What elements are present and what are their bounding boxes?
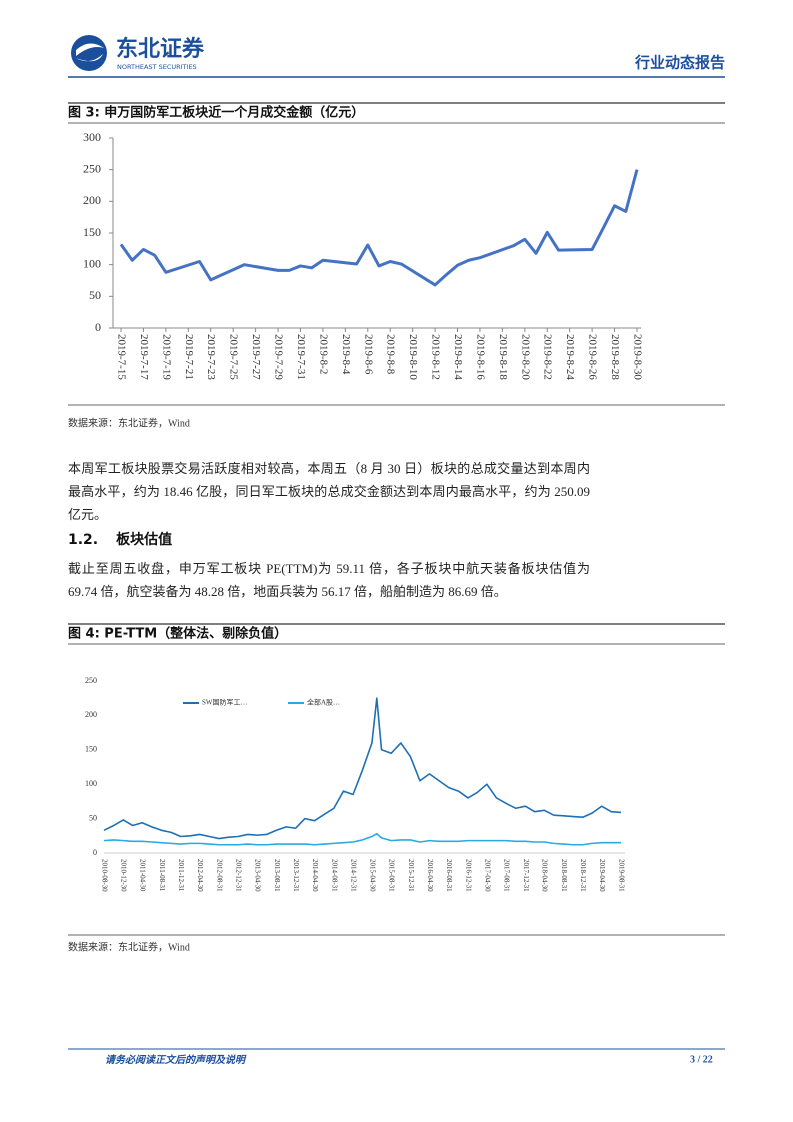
x-tick-label: 2014-04-30 — [311, 859, 319, 892]
x-tick-label: 2019-08-31 — [617, 859, 625, 892]
x-tick-label: 2012-12-31 — [235, 859, 243, 892]
x-tick-label: 2019-7-21 — [183, 334, 195, 380]
legend-label: SW国防军工… — [202, 698, 248, 707]
brand: 东北证券 — [116, 36, 205, 62]
x-tick-label: 2019-8-14 — [452, 334, 464, 380]
x-tick-label: 2019-8-26 — [587, 334, 599, 380]
section-number: 1.2. — [68, 532, 99, 548]
x-tick-label: 2013-04-30 — [254, 859, 262, 892]
x-tick-label: 2019-8-22 — [542, 334, 554, 380]
paragraph: 截止至周五收盘，申万军工板块 PE(TTM)为 59.11 倍，各子板块中航天装… — [68, 561, 590, 599]
x-tick-label: 2018-04-30 — [541, 859, 549, 892]
figure-source: 数据来源：东北证券，Wind — [68, 940, 190, 953]
y-tick-label: 50 — [89, 288, 101, 302]
x-tick-label: 2018-12-31 — [579, 859, 587, 892]
x-tick-label: 2016-12-31 — [464, 859, 472, 892]
y-tick-label: 50 — [89, 813, 97, 822]
x-tick-label: 2019-8-8 — [385, 334, 397, 375]
x-tick-label: 2019-8-6 — [362, 334, 374, 375]
x-tick-label: 2019-7-17 — [138, 334, 150, 380]
x-tick-label: 2014-08-31 — [330, 859, 338, 892]
page-number: 3 / 22 — [690, 1054, 713, 1065]
x-tick-label: 2011-12-31 — [177, 859, 185, 892]
figure-title: 图 3: 申万国防军工板块近一个月成交金额（亿元） — [68, 105, 364, 121]
section-title: 板块估值 — [116, 532, 173, 548]
x-tick-label: 2019-8-10 — [407, 334, 419, 380]
x-tick-label: 2019-8-20 — [519, 334, 531, 380]
x-tick-label: 2010-08-30 — [100, 859, 108, 892]
x-tick-label: 2018-08-31 — [560, 859, 568, 892]
x-tick-label: 2013-08-31 — [273, 859, 281, 892]
x-tick-label: 2019-8-18 — [497, 334, 509, 380]
report-type: 行业动态报告 — [634, 54, 725, 72]
x-tick-label: 2019-7-19 — [160, 334, 172, 380]
x-tick-label: 2019-8-16 — [474, 334, 486, 380]
y-tick-label: 250 — [83, 161, 101, 175]
x-tick-label: 2019-7-27 — [250, 334, 262, 380]
brand-en: NORTHEAST SECURITIES — [117, 63, 197, 71]
x-tick-label: 2019-7-23 — [205, 334, 217, 380]
x-tick-label: 2019-04-30 — [598, 859, 606, 892]
x-tick-label: 2014-12-31 — [349, 859, 357, 892]
x-tick-label: 2019-7-29 — [273, 334, 285, 380]
x-tick-label: 2016-08-31 — [445, 859, 453, 892]
series-line — [103, 832, 621, 846]
legend-label: 全部A股… — [307, 698, 340, 707]
x-tick-label: 2017-04-30 — [483, 859, 491, 892]
x-tick-label: 2019-8-2 — [317, 334, 329, 374]
y-tick-label: 200 — [83, 193, 101, 207]
series-line — [119, 169, 639, 287]
x-tick-label: 2019-7-15 — [115, 334, 127, 380]
y-tick-label: 100 — [83, 256, 101, 270]
logo — [71, 35, 107, 71]
y-tick-label: 150 — [83, 225, 101, 239]
x-tick-label: 2019-8-30 — [631, 334, 643, 380]
footer-notice: 请务必阅读正文后的声明及说明 — [105, 1054, 247, 1066]
y-tick-label: 0 — [95, 320, 101, 334]
x-tick-label: 2019-8-24 — [564, 334, 576, 380]
x-tick-label: 2019-7-25 — [228, 334, 240, 380]
section-heading: 1.2. 板块估值 — [68, 529, 172, 549]
x-tick-label: 2015-12-31 — [407, 859, 415, 892]
x-tick-label: 2012-08-31 — [215, 859, 223, 892]
y-tick-label: 0 — [93, 848, 97, 857]
x-tick-label: 2017-08-31 — [503, 859, 511, 892]
x-tick-label: 2019-8-12 — [430, 334, 442, 380]
figure-title: 图 4: PE-TTM（整体法、剔除负值） — [68, 626, 287, 642]
y-tick-label: 200 — [85, 710, 97, 719]
x-tick-label: 2010-12-30 — [120, 859, 128, 892]
series-line — [103, 697, 622, 840]
x-tick-label: 2019-8-4 — [340, 334, 352, 375]
x-tick-label: 2015-04-30 — [368, 859, 376, 892]
x-tick-label: 2019-7-31 — [295, 334, 307, 380]
x-tick-label: 2011-08-31 — [158, 859, 166, 892]
x-tick-label: 2016-04-30 — [426, 859, 434, 892]
y-tick-label: 250 — [85, 676, 97, 685]
y-tick-label: 300 — [83, 130, 101, 144]
x-tick-label: 2017-12-31 — [522, 859, 530, 892]
y-tick-label: 150 — [85, 745, 97, 754]
paragraph: 本周军工板块股票交易活跃度相对较高，本周五（8 月 30 日）板块的总成交量达到… — [68, 461, 590, 522]
y-tick-label: 100 — [85, 779, 97, 788]
x-tick-label: 2019-8-28 — [609, 334, 621, 380]
x-tick-label: 2012-04-30 — [196, 859, 204, 892]
x-tick-label: 2013-12-31 — [292, 859, 300, 892]
figure-source: 数据来源：东北证券，Wind — [68, 416, 190, 429]
x-tick-label: 2015-08-31 — [388, 859, 396, 892]
x-tick-label: 2011-04-30 — [139, 859, 147, 892]
